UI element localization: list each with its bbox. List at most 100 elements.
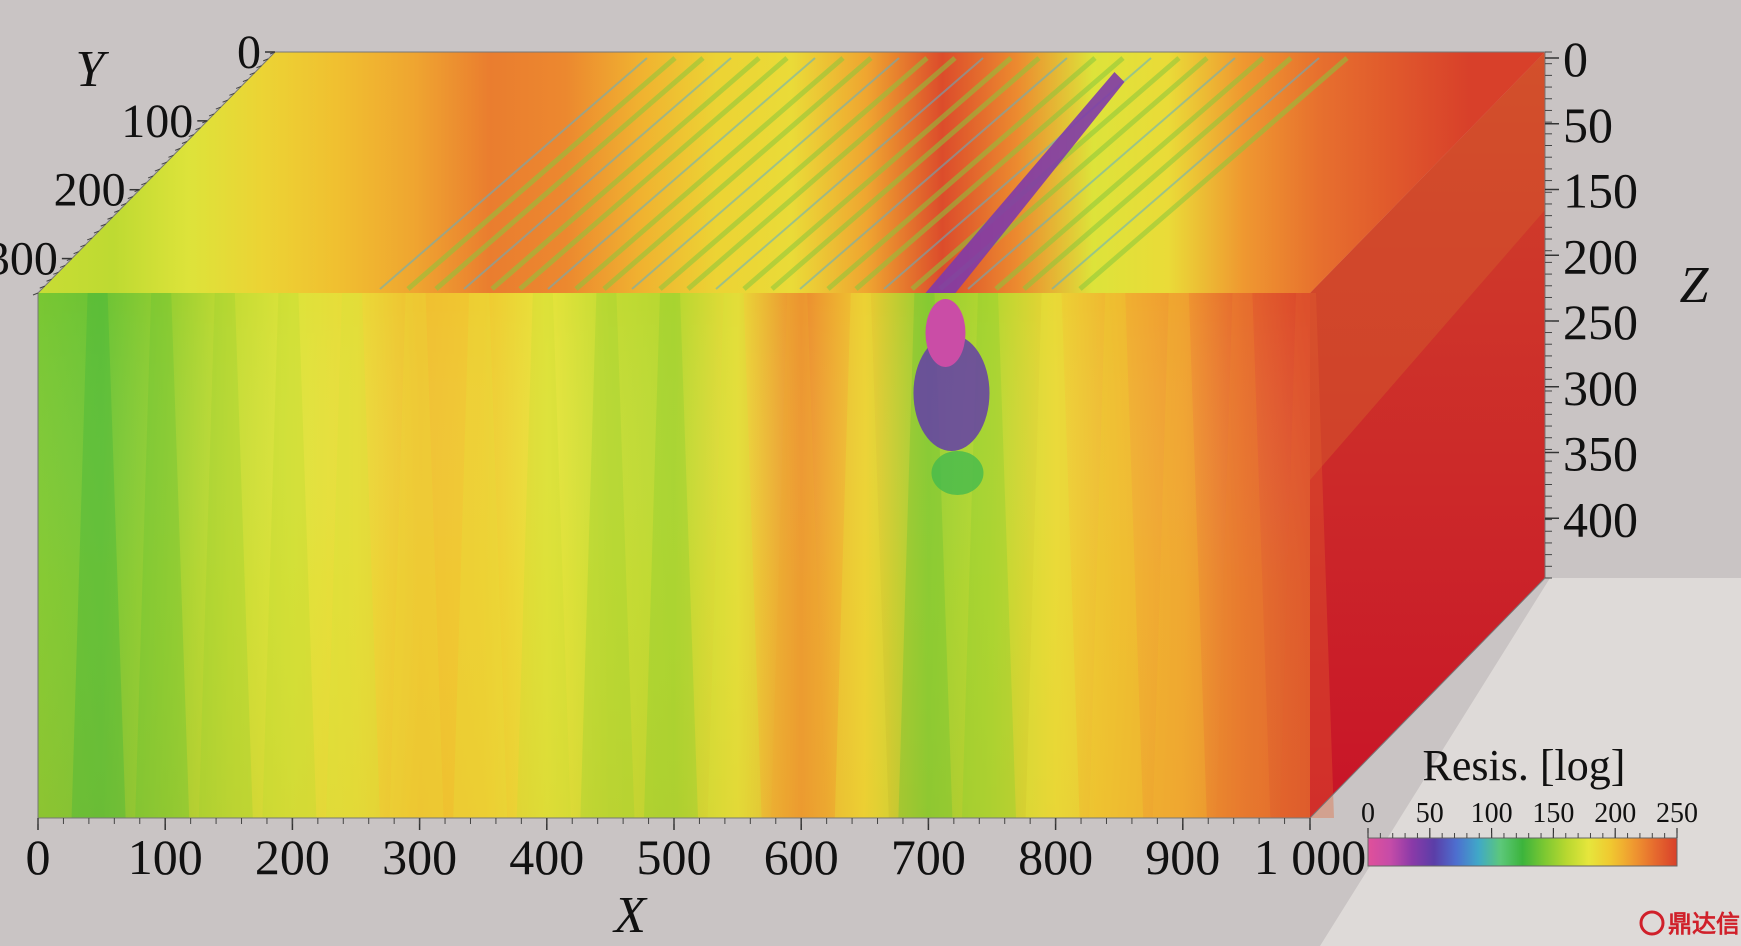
top-face-streak (799, 57, 1068, 290)
front-face-band (580, 293, 635, 818)
y-minor-tick (147, 175, 154, 179)
z-tick-label: 250 (1563, 294, 1638, 350)
y-minor-tick (222, 99, 228, 103)
x-tick-label: 900 (1145, 829, 1220, 885)
x-tick-label: 0 (26, 829, 51, 885)
top-face-streak (379, 57, 648, 290)
top-face-streak (602, 56, 873, 291)
y-minor-tick (32, 292, 39, 296)
front-face-band (1025, 293, 1080, 818)
y-minor-tick (188, 134, 194, 138)
top-face-streak (547, 57, 816, 290)
z-axis-name: Z (1680, 257, 1710, 314)
front-face-band (1216, 293, 1271, 818)
top-face-streak (994, 56, 1265, 291)
x-tick-label: 100 (128, 829, 203, 885)
y-tick-label: 200 (54, 164, 126, 217)
y-minor-tick (73, 251, 79, 255)
y-tick-label: 100 (121, 95, 193, 148)
y-minor-tick (235, 85, 242, 89)
colorbar-tick-label: 200 (1594, 798, 1636, 829)
y-minor-tick (114, 209, 120, 213)
y-tick-label: 300 (0, 233, 58, 286)
colorbar-tick-label: 150 (1532, 798, 1574, 829)
watermark-logo-icon (1639, 910, 1665, 936)
y-minor-tick (181, 141, 188, 144)
x-axis-ticks (37, 818, 1311, 830)
y-minor-tick (168, 154, 174, 158)
y-minor-tick (80, 244, 86, 248)
watermark-text: 鼎达信 (1668, 910, 1740, 938)
y-minor-tick (249, 72, 255, 76)
front-face-band (71, 293, 126, 818)
colorbar-tick-label: 0 (1361, 798, 1375, 829)
front-face-band (262, 293, 317, 818)
top-face-streak (490, 56, 761, 291)
y-minor-tick (66, 258, 73, 262)
colorbar-tick-label: 250 (1656, 798, 1698, 829)
y-axis-ticks (32, 51, 276, 296)
z-tick-label: 300 (1563, 360, 1638, 416)
x-tick-label: 600 (764, 829, 839, 885)
y-minor-tick (46, 278, 52, 282)
top-face-streak (463, 57, 732, 290)
anomaly-plunge (925, 72, 1125, 293)
colorbar-tick-label: 100 (1471, 798, 1513, 829)
front-face-band (644, 293, 698, 818)
y-minor-tick (134, 189, 140, 193)
top-face-streak (631, 57, 900, 290)
y-axis-tick-labels: 0 100 200 300 (0, 26, 261, 286)
front-face-band (389, 293, 444, 818)
colorbar-title: Resis. [log] (1423, 741, 1626, 790)
front-face-depth-shade (38, 293, 1310, 818)
x-tick-label: 400 (509, 829, 584, 885)
y-minor-tick (154, 168, 161, 172)
anomaly-halo (931, 451, 984, 495)
top-face-streak (574, 56, 845, 291)
front-face-band (453, 293, 508, 818)
z-axis-ticks (1545, 51, 1559, 579)
z-tick-label: 50 (1563, 97, 1613, 153)
top-face-streak (742, 56, 1013, 291)
anomaly-body (913, 335, 990, 451)
y-tick-label: 0 (237, 26, 261, 79)
colorbar-tick-labels: 0 50 100 150 200 250 (1361, 798, 1698, 829)
top-face-streak (826, 56, 1097, 291)
y-minor-tick (195, 127, 201, 131)
z-tick-label: 400 (1563, 491, 1638, 547)
top-face-streaks (379, 56, 1349, 291)
top-face-streak (406, 56, 677, 291)
y-minor-tick (242, 79, 249, 83)
y-minor-tick (86, 237, 93, 241)
front-face-band (326, 293, 380, 818)
y-minor-tick (120, 203, 127, 206)
colorbar-swatch (1367, 837, 1678, 867)
z-tick-label: 200 (1563, 228, 1638, 284)
top-face-streak (434, 56, 705, 291)
y-minor-tick (256, 65, 262, 69)
top-face-streak (1078, 56, 1349, 291)
x-tick-label: 500 (637, 829, 712, 885)
front-face-band (1152, 293, 1207, 818)
y-minor-tick (161, 161, 167, 165)
x-axis-tick-labels: 0 100 200 300 400 500 600 700 800 900 1 000 (26, 829, 1367, 885)
front-face-band (771, 293, 826, 818)
front-face-band (1089, 293, 1144, 818)
colorbar-ticks (1367, 828, 1678, 838)
y-minor-tick (208, 113, 215, 117)
top-face-streak (518, 56, 789, 291)
y-minor-tick (263, 58, 269, 62)
y-axis-name: Y (76, 41, 110, 98)
x-axis-name: X (612, 887, 648, 944)
z-tick-label: 0 (1563, 31, 1588, 87)
y-minor-tick (202, 120, 208, 124)
y-minor-tick (59, 264, 66, 268)
z-axis-tick-labels: 0 50 150 200 250 300 350 400 (1563, 31, 1638, 547)
top-face-streak (967, 57, 1236, 290)
x-tick-label: 700 (891, 829, 966, 885)
y-minor-tick (127, 196, 133, 200)
y-minor-tick (229, 92, 235, 96)
top-face-streak (658, 56, 929, 291)
right-face-shade (1310, 52, 1545, 480)
top-face-streak (770, 56, 1041, 291)
